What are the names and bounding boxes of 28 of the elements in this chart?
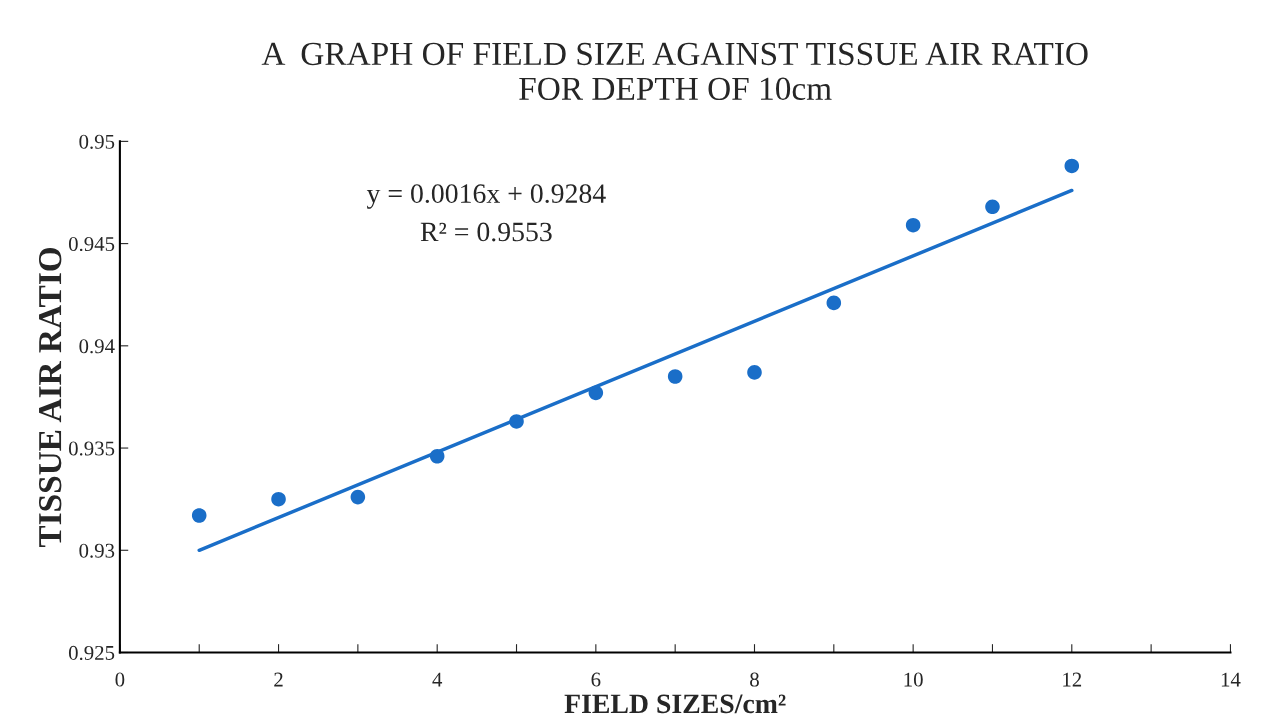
- x-axis-title: FIELD SIZES/cm²: [564, 694, 786, 714]
- point: [905, 217, 921, 233]
- annotation: R² = 0.9553: [420, 222, 552, 242]
- annotation: y = 0.0016x + 0.9284: [366, 184, 606, 209]
- point: [747, 365, 762, 380]
- x-tick-label: 14: [1221, 672, 1241, 687]
- x-tick-label: 4: [432, 672, 443, 687]
- point: [350, 489, 366, 505]
- y-tick-label: 0.935: [68, 441, 115, 456]
- point: [985, 199, 1000, 215]
- point: [826, 295, 842, 311]
- y-tick-label: 0.93: [79, 543, 115, 558]
- x-tick-label: 6: [591, 672, 601, 687]
- x-tick-label: 8: [750, 672, 759, 687]
- x-tick-label: 0: [115, 672, 125, 687]
- point: [1064, 158, 1080, 174]
- point: [271, 491, 286, 507]
- x-tick-label: 2: [274, 672, 283, 687]
- y-tick-label: 0.94: [79, 339, 115, 354]
- x-tick-label: 10: [904, 672, 923, 687]
- y-tick-label: 0.925: [68, 645, 115, 661]
- point: [191, 508, 207, 523]
- point: [667, 369, 683, 384]
- x-tick-label: 12: [1063, 672, 1082, 687]
- y-tick-label: 0.95: [79, 134, 115, 149]
- y-axis-title: TISSUE AIR RATIO: [38, 247, 62, 548]
- y-tick-label: 0.945: [68, 236, 115, 252]
- chart-title: A GRAPH OF FIELD SIZE AGAINST TISSUE AIR RATIO FOR DEPTH OF 10cm: [261, 42, 1088, 101]
